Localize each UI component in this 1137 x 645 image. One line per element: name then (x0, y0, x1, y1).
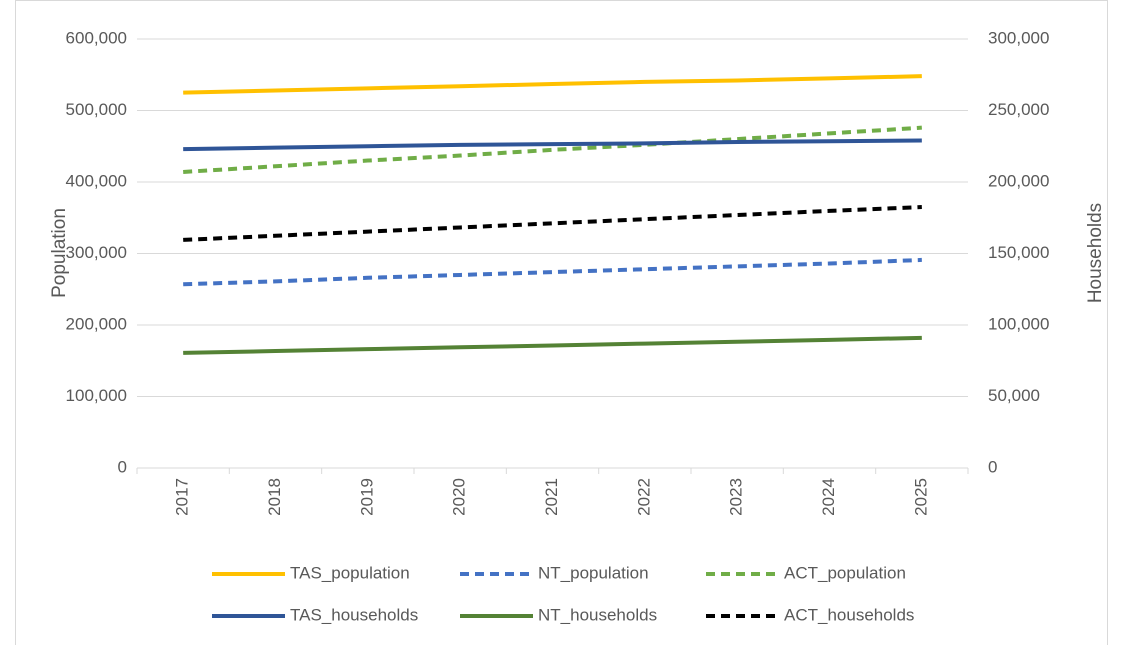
x-tick-label: 2020 (450, 478, 469, 516)
y2-axis-title: Households (1085, 203, 1106, 303)
legend-label: NT_households (538, 605, 657, 624)
y-tick-label: 400,000 (66, 171, 127, 190)
y2-tick-label: 150,000 (988, 243, 1049, 262)
y2-tick-label: 300,000 (988, 28, 1049, 47)
y-tick-label: 300,000 (66, 243, 127, 262)
series-line (183, 138, 922, 152)
x-tick-label: 2024 (819, 478, 838, 516)
y-axis-title: Population (49, 208, 70, 298)
x-tick-label: 2021 (542, 478, 561, 516)
series-line (183, 335, 922, 355)
series-line (183, 205, 922, 242)
series-line (183, 257, 922, 287)
chart-border (15, 0, 1108, 645)
legend-label: NT_population (538, 563, 649, 582)
y2-tick-label: 0 (988, 457, 997, 476)
y-tick-label: 200,000 (66, 314, 127, 333)
legend-label: TAS_households (290, 605, 418, 624)
x-tick-label: 2025 (911, 478, 930, 516)
y2-tick-label: 200,000 (988, 171, 1049, 190)
y2-tick-label: 50,000 (988, 386, 1040, 405)
y-tick-label: 500,000 (66, 100, 127, 119)
y-tick-label: 0 (118, 457, 127, 476)
series-line (183, 74, 922, 95)
legend-label: ACT_households (784, 605, 914, 624)
x-tick-label: 2023 (727, 478, 746, 516)
x-tick-label: 2018 (265, 478, 284, 516)
legend-label: TAS_population (290, 563, 410, 582)
series-line (183, 125, 922, 174)
y2-tick-label: 100,000 (988, 314, 1049, 333)
y-tick-label: 100,000 (66, 386, 127, 405)
y-tick-label: 600,000 (66, 28, 127, 47)
x-tick-label: 2017 (173, 478, 192, 516)
y2-tick-label: 250,000 (988, 100, 1049, 119)
x-tick-label: 2022 (634, 478, 653, 516)
x-tick-label: 2019 (357, 478, 376, 516)
legend-label: ACT_population (784, 563, 906, 582)
